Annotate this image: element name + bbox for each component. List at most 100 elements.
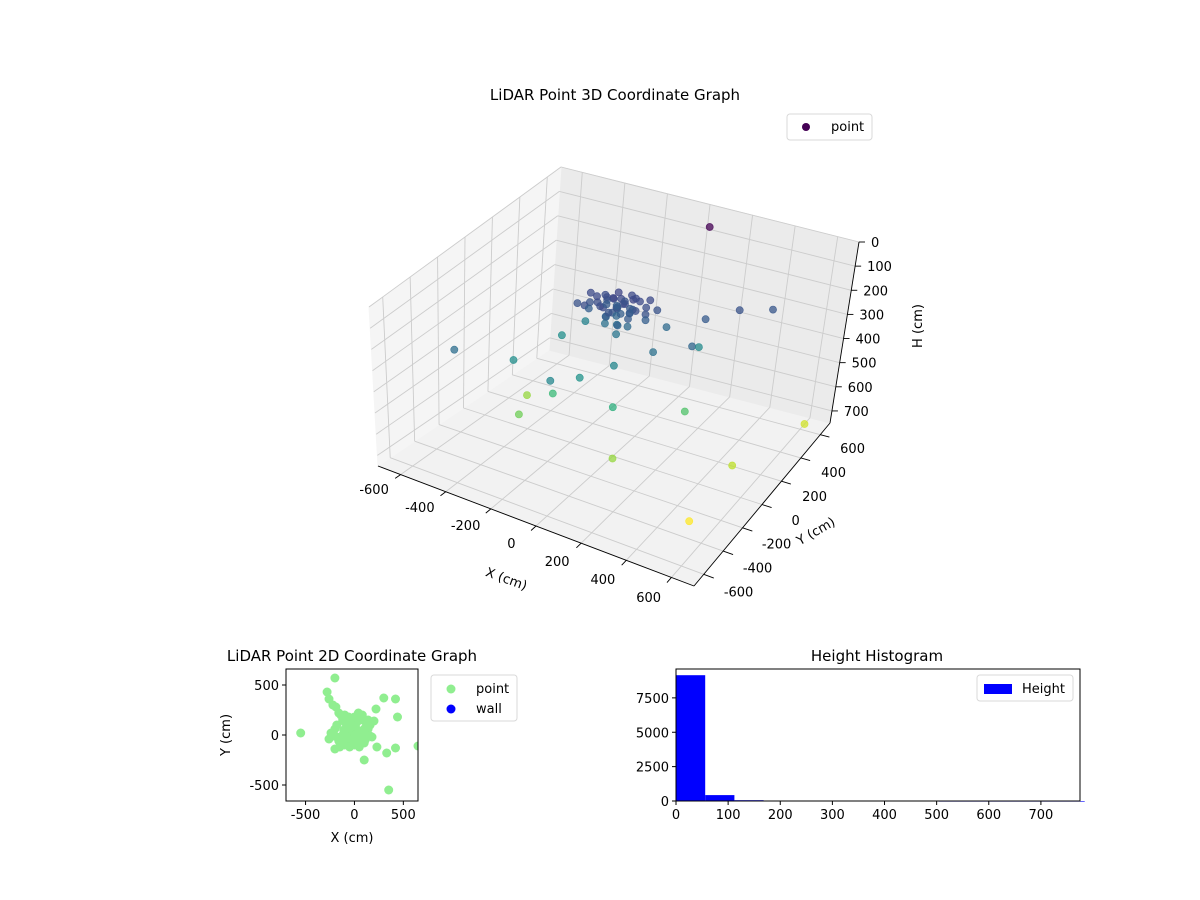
tick-label-hist-y: 7500 xyxy=(636,692,669,707)
plot-3d-xlabel: X (cm) xyxy=(483,565,529,594)
point-2d-marker xyxy=(382,748,392,758)
point-3d-marker xyxy=(769,305,777,314)
tick-3d-y xyxy=(703,573,714,579)
point-2d-marker xyxy=(413,741,418,751)
point-2d-marker xyxy=(369,716,379,726)
tick-label-3d-x: 400 xyxy=(590,573,615,588)
point-2d-marker xyxy=(349,733,359,743)
grid-floor-y xyxy=(512,374,801,459)
plot-3d: LiDAR Point 3D Coordinate Graph -600 -400… xyxy=(359,86,926,606)
grid-left-z xyxy=(368,166,562,308)
tick-label-hist-x: 500 xyxy=(924,808,949,823)
axis-3d-z xyxy=(829,241,860,424)
histogram-frame xyxy=(675,668,1081,802)
grid-back-x xyxy=(608,183,626,366)
point-3d-marker xyxy=(626,304,634,313)
plot-3d-grid xyxy=(368,166,860,578)
tick-label-2d-y: -500 xyxy=(249,779,279,794)
histogram-ticks: 0 100 200 300 400 500 600 700 0 2500 5000 7500 xyxy=(636,692,1053,823)
point-3d-marker xyxy=(662,323,671,331)
point-3d-marker xyxy=(612,301,621,310)
point-2d-marker xyxy=(379,693,389,703)
point-3d-marker xyxy=(546,376,555,385)
point-3d-marker xyxy=(450,345,459,354)
point-3d-marker xyxy=(614,288,623,297)
point-3d-marker xyxy=(628,291,636,300)
point-3d-marker xyxy=(653,306,662,315)
tick-label-hist-y: 0 xyxy=(661,795,669,810)
point-3d-marker xyxy=(735,306,744,315)
point-3d-marker xyxy=(523,391,531,399)
point-3d-marker xyxy=(623,322,632,331)
point-3d-marker xyxy=(613,321,622,330)
point-2d-marker xyxy=(349,721,359,731)
tick-3d-x xyxy=(530,525,537,531)
point-2d-marker xyxy=(372,742,382,752)
point-3d-marker xyxy=(586,288,595,297)
point-3d-marker xyxy=(601,290,610,299)
point-2d-marker xyxy=(391,743,400,753)
point-3d-marker xyxy=(642,303,651,312)
tick-label-3d-z: 100 xyxy=(867,260,892,275)
tick-label-3d-z: 0 xyxy=(871,236,879,251)
tick-label-3d-z: 500 xyxy=(852,357,877,372)
grid-left-z xyxy=(377,337,551,456)
point-3d-marker xyxy=(584,304,593,313)
grid-back-x xyxy=(769,225,796,408)
point-2d-marker xyxy=(322,687,332,697)
plot-3d-title: LiDAR Point 3D Coordinate Graph xyxy=(490,86,740,104)
plot-histogram: Height Histogram 0 100 200 300 400 500 600 7000… xyxy=(636,647,1085,823)
point-3d-marker xyxy=(612,330,620,339)
tick-label-2d-y: 500 xyxy=(254,679,279,694)
grid-back-z xyxy=(551,312,836,388)
point-3d-marker xyxy=(621,297,629,306)
tick-label-hist-x: 100 xyxy=(716,808,741,823)
grid-back-x xyxy=(689,204,711,387)
plot-3d-zlabel: H (cm) xyxy=(911,304,926,348)
plot-3d-legend-label: point xyxy=(831,120,864,135)
tick-label-3d-z: 300 xyxy=(859,308,884,323)
tick-label-3d-x: -600 xyxy=(359,483,389,498)
grid-floor-y xyxy=(536,357,821,436)
point-3d-marker xyxy=(705,223,714,231)
histogram-legend-label: Height xyxy=(1022,682,1065,697)
point-3d-marker xyxy=(685,517,694,526)
tick-label-2d-y: 0 xyxy=(271,729,279,744)
tick-3d-y xyxy=(722,550,734,556)
point-2d-marker xyxy=(384,785,394,795)
grid-left-y xyxy=(487,216,493,392)
tick-label-3d-y: 200 xyxy=(802,490,827,505)
point-2d-marker xyxy=(360,735,370,745)
point-2d-marker xyxy=(359,755,369,765)
tick-label-hist-x: 200 xyxy=(768,808,793,823)
plot-3d-points xyxy=(450,223,809,526)
point-2d-marker xyxy=(391,694,400,704)
point-3d-marker xyxy=(509,356,518,364)
grid-left-y xyxy=(463,236,466,409)
point-3d-marker xyxy=(608,403,617,412)
plot-3d-legend: point xyxy=(786,113,873,141)
point-2d-marker xyxy=(330,673,340,683)
tick-label-3d-z: 600 xyxy=(848,381,873,396)
tick-label-3d-x: 200 xyxy=(545,555,570,570)
grid-back-x xyxy=(568,172,583,356)
tick-label-3d-y: -600 xyxy=(724,585,754,600)
grid-left-z xyxy=(373,264,555,393)
tick-3d-y xyxy=(800,457,811,462)
grid-floor-y xyxy=(414,440,724,552)
point-2d-marker xyxy=(393,712,402,722)
point-2d-marker xyxy=(330,744,340,754)
tick-label-3d-z: 400 xyxy=(856,333,881,348)
tick-label-3d-z: 200 xyxy=(863,284,888,299)
tick-label-3d-y: -400 xyxy=(743,561,773,576)
tick-label-2d-x: -500 xyxy=(291,808,321,823)
tick-label-3d-x: -200 xyxy=(451,519,481,534)
tick-label-hist-x: 400 xyxy=(872,808,897,823)
point-3d-marker xyxy=(641,316,650,325)
point-3d-marker xyxy=(624,315,632,323)
point-2d-marker xyxy=(339,725,349,735)
point-2d-marker xyxy=(367,732,377,742)
point-3d-marker xyxy=(593,292,601,301)
tick-label-3d-y: 400 xyxy=(821,466,846,481)
point-2d-marker xyxy=(340,710,350,720)
